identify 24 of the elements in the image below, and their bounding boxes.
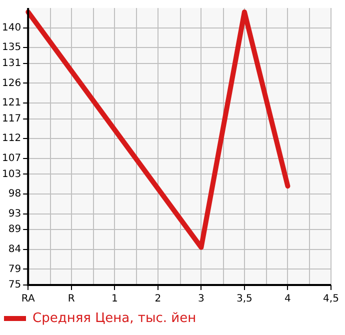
y-tick-label: 131 <box>2 58 22 69</box>
x-tick-label: 2 <box>154 294 162 305</box>
y-tick-label: 107 <box>2 152 22 164</box>
x-tick-label: 3 <box>198 294 204 305</box>
x-tick-label: 3,5 <box>236 294 252 305</box>
x-tick-label: 4 <box>284 294 291 305</box>
y-tick-label: 121 <box>2 98 22 109</box>
y-tick-label: 89 <box>8 224 22 236</box>
y-tick-label: 84 <box>8 244 22 255</box>
x-tick-label: 1 <box>111 294 118 305</box>
y-tick-label: 135 <box>2 42 22 54</box>
y-tick-label: 75 <box>8 280 22 291</box>
x-tick-label: 4,5 <box>323 294 339 305</box>
x-tick-label: R <box>68 294 75 305</box>
y-tick-label: 140 <box>2 22 22 34</box>
y-tick-label: 103 <box>2 168 22 180</box>
y-tick-label: 126 <box>2 78 22 89</box>
y-tick-label: 93 <box>8 208 22 220</box>
y-tick-label: 117 <box>2 113 22 124</box>
legend-label: Средняя Цена, тыс. йен <box>32 310 196 326</box>
y-tick-label: 98 <box>8 188 22 200</box>
y-tick-label: 112 <box>2 133 22 144</box>
x-tick-label: RA <box>21 294 35 305</box>
y-tick-label: 79 <box>8 264 22 275</box>
